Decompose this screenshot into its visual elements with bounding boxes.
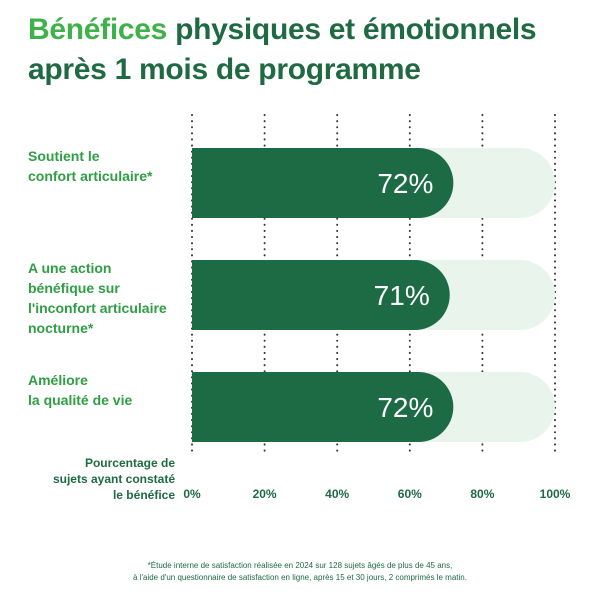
- category-label-line: Soutient le: [28, 148, 100, 164]
- category-label-2: A une action bénéfique sur l'inconfort art…: [28, 260, 167, 336]
- bar-value-label: 71%: [374, 280, 430, 311]
- footnote-line-2: à l'aide d'un questionnaire de satisfact…: [133, 573, 467, 582]
- page-title: Bénéfices physiques et émotionnels après …: [28, 10, 588, 90]
- category-label-1: Soutient le confort articulaire*: [28, 148, 153, 184]
- bar-chart: 72% 71% 72% Soutient le confort articulaire…: [28, 114, 571, 502]
- x-tick-label: 80%: [470, 487, 494, 501]
- x-axis-label-line: Pourcentage de: [85, 456, 175, 470]
- category-label-line: bénéfique sur: [28, 280, 120, 296]
- bar-row-1: 72%: [192, 148, 555, 218]
- bar-row-3: 72%: [192, 372, 555, 442]
- category-label-line: nocturne*: [28, 320, 94, 336]
- x-tick-label: 100%: [540, 487, 571, 501]
- x-tick-label: 20%: [253, 487, 277, 501]
- x-axis-label: Pourcentage de sujets ayant constaté le bé…: [53, 456, 175, 502]
- x-tick-label: 40%: [325, 487, 349, 501]
- x-axis-label-line: sujets ayant constaté: [53, 472, 175, 486]
- footnote: *Étude interne de satisfaction réalisée …: [20, 560, 580, 584]
- bar: [192, 260, 450, 330]
- category-label-3: Améliore la qualité de vie: [28, 372, 132, 408]
- category-label-line: l'inconfort articulaire: [28, 300, 167, 316]
- bar-row-2: 71%: [192, 260, 555, 330]
- x-tick-label: 0%: [183, 487, 201, 501]
- bar-value-label: 72%: [377, 392, 433, 423]
- title-line2: après 1 mois de programme: [28, 53, 421, 86]
- category-labels: Soutient le confort articulaire* A une act…: [28, 148, 167, 408]
- bar: [192, 372, 454, 442]
- title-line1-rest: physiques et émotionnels: [167, 13, 537, 46]
- bars: 72% 71% 72%: [192, 148, 555, 442]
- category-label-line: confort articulaire*: [28, 168, 153, 184]
- bar-value-label: 72%: [377, 168, 433, 199]
- title-accent: Bénéfices: [28, 13, 168, 46]
- category-label-line: Améliore: [28, 372, 88, 388]
- x-axis: 0% 20% 40% 60% 80% 100% Pourcentage de sujets a…: [53, 456, 571, 502]
- x-tick-label: 60%: [398, 487, 422, 501]
- category-label-line: A une action: [28, 260, 112, 276]
- bar: [192, 148, 454, 218]
- category-label-line: la qualité de vie: [28, 392, 132, 408]
- footnote-line-1: *Étude interne de satisfaction réalisée …: [147, 561, 453, 570]
- x-axis-label-line: le bénéfice: [113, 488, 175, 502]
